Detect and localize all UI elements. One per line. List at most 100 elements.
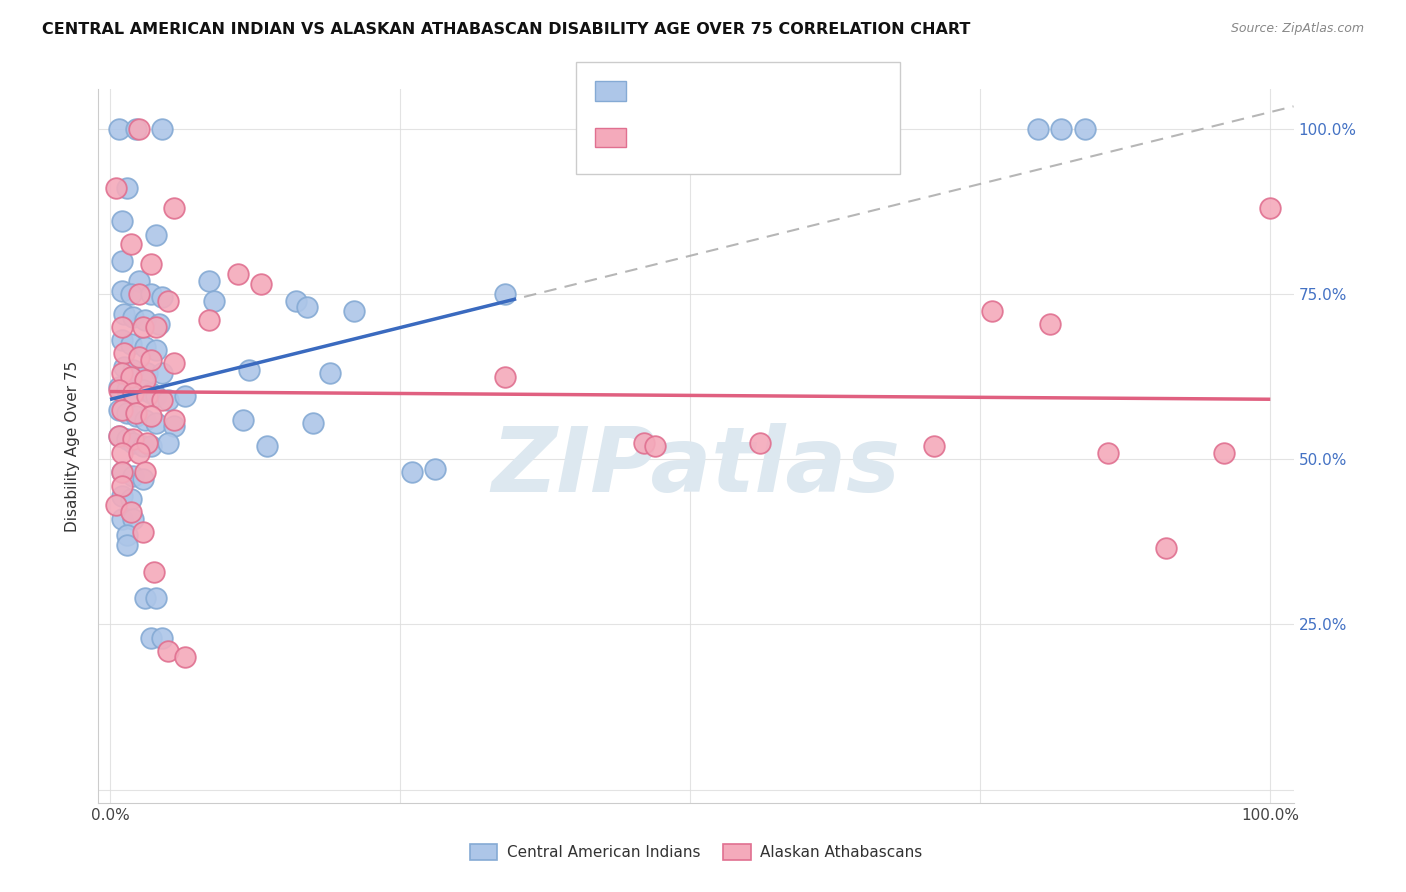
Point (494, 369, 516, 384)
Point (1097, 445, 1119, 459)
Point (122, 363, 145, 377)
Point (157, 392, 180, 407)
Point (111, 445, 134, 459)
Point (117, 406, 139, 420)
Point (122, 433, 145, 447)
Legend: Central American Indians, Alaskan Athabascans: Central American Indians, Alaskan Athaba… (464, 838, 928, 866)
Point (139, 631, 162, 645)
Point (145, 227, 167, 242)
Point (302, 416, 325, 430)
Text: N =: N = (749, 128, 801, 145)
Point (139, 353, 162, 368)
Point (124, 406, 146, 420)
Point (922, 439, 945, 453)
Point (644, 439, 666, 453)
Text: 0.510: 0.510 (683, 128, 740, 145)
Point (117, 383, 139, 397)
Point (111, 511, 134, 525)
Y-axis label: Disability Age Over 75: Disability Age Over 75 (65, 360, 80, 532)
Point (108, 383, 131, 397)
Point (108, 429, 131, 443)
Point (139, 386, 162, 401)
Point (112, 307, 135, 321)
Point (238, 363, 260, 377)
Point (1154, 541, 1177, 556)
Point (748, 435, 770, 450)
Point (297, 300, 319, 314)
Point (136, 389, 159, 403)
Point (401, 466, 423, 480)
Point (112, 359, 135, 374)
Point (128, 350, 150, 364)
Point (163, 201, 186, 215)
Point (122, 511, 145, 525)
Point (108, 121, 131, 136)
Point (150, 631, 173, 645)
Point (134, 466, 156, 480)
Point (250, 277, 273, 292)
Point (134, 373, 156, 387)
Point (204, 293, 226, 308)
Point (145, 320, 167, 334)
Point (122, 386, 145, 401)
Point (145, 343, 167, 358)
Point (143, 565, 166, 579)
Text: N =: N = (749, 83, 801, 101)
Point (120, 369, 142, 384)
Point (131, 383, 153, 397)
Point (197, 313, 219, 327)
Point (120, 287, 142, 301)
Point (980, 303, 1002, 318)
Point (174, 389, 197, 403)
Point (157, 644, 180, 658)
Point (124, 121, 146, 136)
Point (163, 419, 186, 434)
Point (111, 333, 134, 347)
Point (131, 524, 153, 539)
Point (139, 409, 162, 424)
Point (122, 386, 145, 401)
Point (256, 439, 278, 453)
Point (134, 412, 156, 426)
Point (111, 214, 134, 228)
Point (148, 317, 170, 331)
Point (111, 320, 134, 334)
Point (226, 267, 249, 281)
Point (111, 367, 134, 381)
Point (111, 466, 134, 480)
Point (117, 181, 139, 195)
Point (343, 303, 366, 318)
Point (108, 402, 131, 417)
Point (136, 367, 159, 381)
Point (284, 293, 307, 308)
Point (134, 340, 156, 354)
Point (134, 591, 156, 605)
Point (197, 274, 219, 288)
Point (232, 412, 254, 426)
Point (117, 433, 139, 447)
Point (633, 435, 655, 450)
Point (150, 367, 173, 381)
Point (1212, 445, 1234, 459)
Point (117, 528, 139, 542)
Point (120, 491, 142, 506)
Point (494, 287, 516, 301)
Point (117, 538, 139, 552)
Text: 0.311: 0.311 (683, 83, 740, 101)
Point (131, 439, 153, 453)
Point (122, 310, 145, 325)
Point (111, 489, 134, 503)
Point (120, 336, 142, 351)
Point (128, 121, 150, 136)
Point (139, 257, 162, 271)
Point (108, 429, 131, 443)
Point (124, 409, 146, 424)
Point (1073, 121, 1095, 136)
Point (111, 402, 134, 417)
Text: ZIPatlas: ZIPatlas (492, 424, 900, 511)
Point (150, 392, 173, 407)
Point (108, 379, 131, 393)
Point (128, 287, 150, 301)
Point (104, 181, 127, 195)
Point (104, 499, 127, 513)
